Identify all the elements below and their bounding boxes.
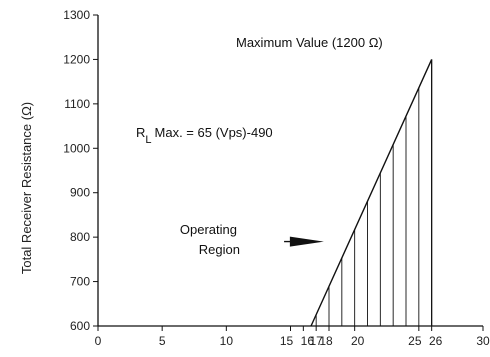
region-arrow-head <box>289 236 324 247</box>
y-tick-label: 1000 <box>63 141 90 155</box>
x-tick-label: 16 <box>301 334 315 348</box>
y-tick-label: 1200 <box>63 52 90 66</box>
formula-subscript: L <box>145 134 151 146</box>
max-value-annotation: Maximum Value (1200 Ω) <box>236 35 383 50</box>
x-tick-label: 5 <box>159 334 166 348</box>
x-tick-label: 17 <box>309 334 323 348</box>
region-label-line1: Operating <box>180 222 237 237</box>
max-resistance-line <box>310 59 433 327</box>
x-tick-label: 10 <box>220 334 234 348</box>
y-tick-label: 1100 <box>64 97 90 111</box>
formula-main: R <box>136 125 145 140</box>
operating-region <box>315 59 433 326</box>
annotations: Total Receiver Resistance (Ω) Maximum Va… <box>19 35 383 274</box>
y-tick-label: 1300 <box>63 8 90 22</box>
x-tick-label: 15 <box>280 334 294 348</box>
y-tick-label: 900 <box>70 186 90 200</box>
x-tick-label: 0 <box>95 334 102 348</box>
y-tick-label: 600 <box>70 319 90 333</box>
y-tick-label: 700 <box>70 275 90 289</box>
axes: 600 700 800 900 1000 1100 1200 1300 0 5 10 15 161718… <box>63 8 490 348</box>
series <box>310 59 433 327</box>
x-tick-label: 30 <box>476 334 490 348</box>
x-tick-label: 20 <box>351 334 365 348</box>
formula-rest: Max. = 65 (Vps)-490 <box>155 125 273 140</box>
formula-annotation: RL Max. = 65 (Vps)-490 <box>136 125 273 146</box>
y-tick-label: 800 <box>70 230 90 244</box>
x-tick-label: 18 <box>319 334 333 348</box>
y-axis-label: Total Receiver Resistance (Ω) <box>19 102 34 274</box>
x-tick-label: 26 <box>429 334 443 348</box>
region-label-line2: Region <box>199 242 240 257</box>
x-tick-label: 25 <box>408 334 422 348</box>
